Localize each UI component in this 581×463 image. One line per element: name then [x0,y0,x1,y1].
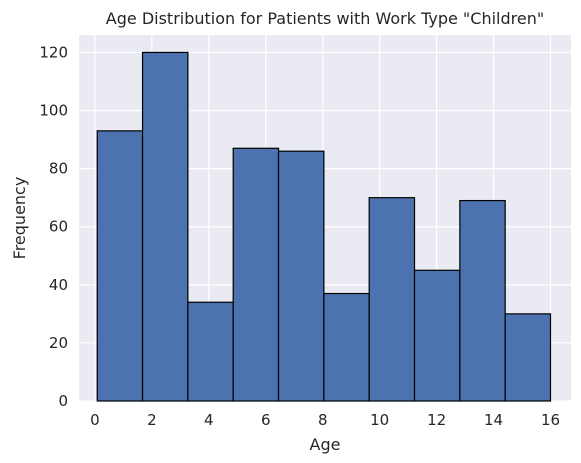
x-tick-label: 2 [147,411,157,429]
x-axis-label: Age [310,435,341,454]
chart-title: Age Distribution for Patients with Work … [106,9,544,28]
x-tick-label: 10 [370,411,389,429]
y-tick-label: 80 [49,160,68,178]
y-axis-ticks: 0 20 40 60 80 100 120 [39,43,68,410]
histogram-bar [232,147,280,402]
histogram-bar [413,269,461,402]
histogram-bar [187,301,234,402]
x-tick-label: 12 [427,411,446,429]
histogram-bar [323,292,370,402]
y-tick-label: 20 [49,334,68,352]
x-tick-label: 14 [484,411,503,429]
x-tick-label: 6 [261,411,271,429]
y-tick-label: 100 [39,102,68,120]
y-tick-label: 60 [49,218,68,236]
histogram-bar [504,313,552,402]
x-tick-label: 4 [204,411,214,429]
histogram-bar [96,130,144,402]
y-tick-label: 40 [49,276,68,294]
x-tick-label: 16 [541,411,560,429]
x-axis-ticks: 0 2 4 6 8 10 12 14 16 [90,411,560,429]
histogram-bar [368,197,416,402]
histogram-bar [459,199,506,402]
bars [96,51,552,402]
y-tick-label: 0 [58,392,68,410]
y-tick-label: 120 [39,43,68,61]
histogram-bar [277,150,325,402]
x-tick-label: 8 [318,411,328,429]
x-tick-label: 0 [90,411,100,429]
histogram-bar [141,51,189,402]
y-axis-label: Frequency [10,177,29,260]
